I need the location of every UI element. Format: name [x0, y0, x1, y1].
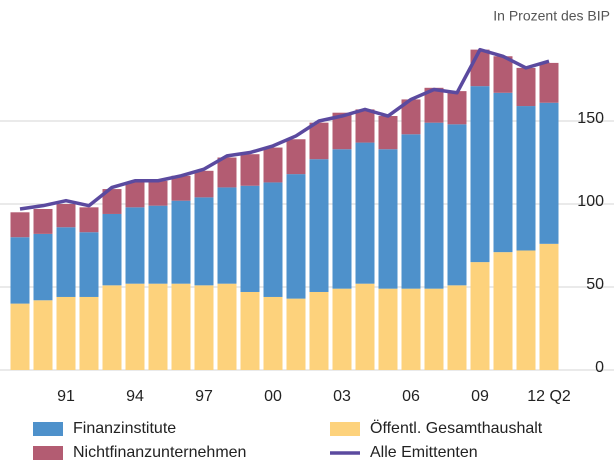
bar — [10, 237, 30, 304]
bar — [378, 116, 398, 150]
bar — [286, 139, 306, 175]
bar — [217, 187, 237, 284]
bar — [286, 298, 306, 370]
bar — [125, 182, 145, 208]
bar — [10, 303, 30, 370]
bar — [10, 212, 30, 238]
bar — [401, 134, 421, 289]
bar — [148, 283, 168, 370]
bar — [148, 180, 168, 206]
x-tick-label: 00 — [264, 388, 282, 405]
bar — [240, 185, 260, 292]
bar — [539, 62, 559, 103]
bar — [79, 232, 99, 297]
bar — [447, 124, 467, 286]
bar — [332, 288, 352, 370]
bar — [447, 91, 467, 125]
bar — [79, 296, 99, 370]
x-tick-label: 09 — [471, 388, 489, 405]
bar — [194, 197, 214, 286]
bar — [401, 99, 421, 135]
x-tick-label: 12 Q2 — [527, 388, 571, 405]
y-tick-label: 100 — [577, 193, 604, 210]
bar — [470, 262, 490, 370]
bar — [102, 189, 122, 214]
bar — [355, 142, 375, 284]
legend-label: Nichtfinanzunternehmen — [73, 444, 246, 461]
bar — [355, 283, 375, 370]
bar — [125, 283, 145, 370]
bar — [56, 227, 76, 297]
bar — [217, 157, 237, 188]
bar — [516, 67, 536, 107]
bar — [424, 122, 444, 289]
bar — [171, 175, 191, 201]
bar — [217, 283, 237, 370]
bar — [401, 288, 421, 370]
bar — [470, 86, 490, 263]
bar — [378, 288, 398, 370]
legend-label: Öffentl. Gesamthaushalt — [370, 419, 543, 437]
bar — [493, 252, 513, 370]
legend-swatch — [33, 422, 63, 436]
x-tick-label: 91 — [57, 388, 75, 405]
bar — [194, 170, 214, 198]
x-tick-label: 06 — [402, 388, 420, 405]
bar — [355, 109, 375, 143]
bar — [493, 92, 513, 253]
bar — [56, 204, 76, 228]
bar — [79, 207, 99, 233]
bar — [539, 102, 559, 244]
chart-subtitle: In Prozent des BIP — [493, 8, 610, 24]
bar — [378, 149, 398, 289]
bar — [240, 154, 260, 186]
bar — [56, 296, 76, 370]
bar — [263, 182, 283, 297]
bar — [263, 147, 283, 183]
bar — [148, 205, 168, 284]
bar — [516, 250, 536, 370]
y-tick-label: 0 — [595, 359, 604, 376]
x-tick-label: 97 — [195, 388, 213, 405]
bar — [309, 122, 329, 160]
bar — [516, 106, 536, 251]
x-tick-label: 03 — [333, 388, 351, 405]
bar — [33, 300, 53, 370]
legend-swatch — [33, 446, 63, 460]
bar — [263, 296, 283, 370]
legend-swatch — [330, 422, 360, 436]
legend-label: Finanzinstitute — [73, 420, 176, 437]
bar — [33, 233, 53, 301]
bar — [332, 149, 352, 289]
y-tick-label: 150 — [577, 110, 604, 127]
line — [19, 47, 550, 211]
bar — [424, 87, 444, 123]
bar — [332, 112, 352, 150]
bar — [33, 208, 53, 234]
bar — [102, 213, 122, 286]
bar — [424, 288, 444, 370]
bar — [240, 291, 260, 370]
bar — [125, 207, 145, 284]
bar — [309, 291, 329, 370]
bar — [171, 283, 191, 370]
y-tick-label: 50 — [586, 276, 604, 293]
bar — [470, 49, 490, 87]
bar — [447, 285, 467, 370]
bar — [539, 243, 559, 370]
bar — [171, 200, 191, 284]
bar — [493, 56, 513, 93]
bar — [286, 174, 306, 299]
x-tick-label: 94 — [126, 388, 144, 405]
bar — [194, 285, 214, 370]
bar — [102, 285, 122, 370]
legend-label: Alle Emittenten — [370, 444, 478, 461]
bar — [309, 159, 329, 292]
